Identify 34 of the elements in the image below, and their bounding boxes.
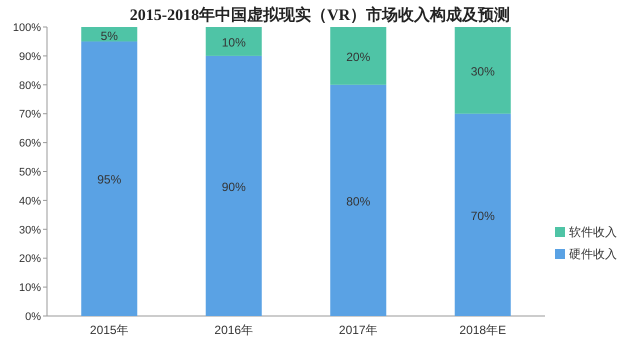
bar xyxy=(330,84,386,316)
y-tick-label: 100% xyxy=(12,22,42,34)
chart-title: 2015-2018年中国虚拟现实（VR）市场收入构成及预测 xyxy=(130,6,510,24)
data-label: 20% xyxy=(346,50,371,64)
bar xyxy=(330,27,386,85)
legend-label: 软件收入 xyxy=(569,225,617,239)
bar xyxy=(454,27,511,114)
x-tick-label: 2017年 xyxy=(338,323,378,337)
y-tick-label: 10% xyxy=(18,282,42,294)
bar xyxy=(81,27,138,42)
bar xyxy=(206,56,262,316)
x-tick-label: 2016年 xyxy=(214,323,254,337)
data-label: 95% xyxy=(97,172,122,187)
data-label: 80% xyxy=(346,194,371,208)
data-label: 70% xyxy=(470,208,496,223)
data-label: 10% xyxy=(222,35,246,50)
bar xyxy=(206,27,262,56)
y-tick-label: 40% xyxy=(18,195,42,208)
y-tick-label: 80% xyxy=(18,80,42,92)
y-tick-label: 30% xyxy=(18,224,42,236)
y-tick-label: 60% xyxy=(18,138,42,150)
y-tick-label: 20% xyxy=(18,253,42,266)
y-tick-label: 70% xyxy=(18,108,42,121)
y-tick-label: 50% xyxy=(18,166,42,178)
x-tick-label: 2018年E xyxy=(459,323,506,337)
data-label: 30% xyxy=(470,64,496,78)
y-tick-label: 90% xyxy=(18,50,42,63)
bar xyxy=(454,114,511,316)
x-tick-label: 2015年 xyxy=(90,323,129,337)
data-label: 5% xyxy=(100,29,118,43)
bar xyxy=(81,41,138,316)
y-tick-label: 0% xyxy=(25,311,42,323)
legend-label: 硬件收入 xyxy=(569,247,617,261)
data-label: 90% xyxy=(222,180,246,194)
